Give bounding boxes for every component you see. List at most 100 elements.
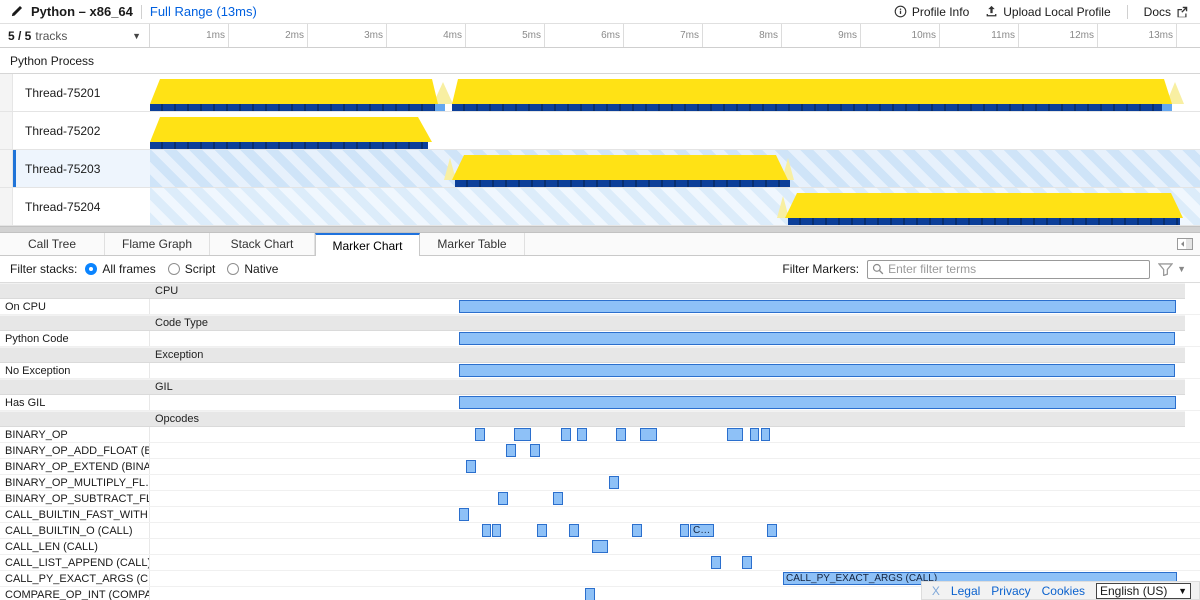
marker[interactable] xyxy=(761,428,770,441)
tab-stack-chart[interactable]: Stack Chart xyxy=(210,233,315,255)
marker[interactable] xyxy=(506,444,516,457)
radio-all-frames[interactable]: All frames xyxy=(85,262,156,276)
marker[interactable] xyxy=(514,428,531,441)
marker[interactable] xyxy=(459,396,1176,409)
marker[interactable] xyxy=(459,332,1175,345)
marker[interactable] xyxy=(577,428,587,441)
thread-activity-graph[interactable] xyxy=(150,150,1200,187)
marker-row: CALL_BUILTIN_FAST_WITH… xyxy=(0,507,1200,523)
marker-row: BINARY_OP_MULTIPLY_FL… xyxy=(0,475,1200,491)
marker-row: On CPU xyxy=(0,299,1200,315)
close-icon[interactable]: X xyxy=(931,583,940,598)
radio-native[interactable]: Native xyxy=(227,262,278,276)
marker-section-row: CPU xyxy=(0,283,1185,299)
cpu-activity-blob xyxy=(150,79,438,104)
privacy-link[interactable]: Privacy xyxy=(991,583,1031,598)
marker[interactable] xyxy=(553,492,563,505)
marker[interactable] xyxy=(750,428,759,441)
marker[interactable] xyxy=(459,300,1176,313)
panel-splitter[interactable] xyxy=(0,226,1200,233)
marker[interactable] xyxy=(592,540,608,553)
legal-link[interactable]: Legal xyxy=(950,583,981,598)
marker[interactable] xyxy=(537,524,547,537)
tab-call-tree[interactable]: Call Tree xyxy=(0,233,105,255)
marker-row-track xyxy=(150,331,1200,346)
sidebar-toggle-button[interactable] xyxy=(1170,233,1200,255)
marker-section-label: Exception xyxy=(155,349,204,361)
marker[interactable] xyxy=(569,524,579,537)
marker[interactable] xyxy=(640,428,657,441)
process-track-header[interactable]: Python Process xyxy=(0,48,1200,74)
thread-track-row[interactable]: Thread-75201 xyxy=(0,74,1200,112)
thread-activity-graph[interactable] xyxy=(150,188,1200,225)
marker-section-label: Opcodes xyxy=(155,413,200,425)
chevron-down-icon[interactable]: ▼ xyxy=(132,30,141,41)
marker[interactable] xyxy=(616,428,626,441)
docs-link[interactable]: Docs xyxy=(1144,5,1188,19)
marker-row-label: No Exception xyxy=(0,363,150,378)
marker-row-label: BINARY_OP xyxy=(0,427,150,442)
marker[interactable]: C… xyxy=(690,524,714,537)
process-indent-strip xyxy=(0,188,13,225)
marker[interactable] xyxy=(680,524,689,537)
tracks-dropdown[interactable]: 5 / 5 tracks ▼ xyxy=(0,24,150,47)
tab-marker-chart[interactable]: Marker Chart xyxy=(315,233,420,256)
marker[interactable] xyxy=(475,428,485,441)
tracks-word: tracks xyxy=(35,28,68,43)
filter-stacks-label: Filter stacks: xyxy=(10,262,78,276)
marker[interactable] xyxy=(585,588,595,600)
thread-track-row[interactable]: Thread-75203 xyxy=(0,150,1200,188)
marker[interactable] xyxy=(498,492,508,505)
search-icon xyxy=(872,263,884,275)
marker[interactable] xyxy=(459,508,469,521)
marker-row-label: CALL_LEN (CALL) xyxy=(0,539,150,554)
marker-filter-searchbox[interactable] xyxy=(867,259,1151,279)
radio-label: All frames xyxy=(102,262,156,276)
process-indent-strip xyxy=(0,112,13,149)
thread-track-row[interactable]: Thread-75202 xyxy=(0,112,1200,150)
marker[interactable] xyxy=(767,524,777,537)
funnel-filter-icon[interactable] xyxy=(1158,262,1174,276)
marker[interactable] xyxy=(711,556,721,569)
samples-bar xyxy=(150,104,435,111)
tracks-count: 5 / 5 xyxy=(8,28,32,43)
profile-info-button[interactable]: Profile Info xyxy=(894,5,969,19)
marker-row-track xyxy=(150,507,1200,522)
tab-marker-table[interactable]: Marker Table xyxy=(420,233,525,255)
marker[interactable] xyxy=(466,460,476,473)
marker-row-label: CALL_LIST_APPEND (CALL) xyxy=(0,555,150,570)
chevron-down-icon[interactable]: ▼ xyxy=(1177,264,1186,274)
marker[interactable] xyxy=(742,556,752,569)
language-select[interactable]: English (US) ▼ xyxy=(1096,582,1191,599)
cookies-link[interactable]: Cookies xyxy=(1041,583,1085,598)
cpu-activity-blob xyxy=(150,117,432,142)
marker[interactable] xyxy=(459,364,1175,377)
tab-flame-graph[interactable]: Flame Graph xyxy=(105,233,210,255)
info-icon xyxy=(894,5,907,18)
marker[interactable] xyxy=(561,428,571,441)
marker-row-label: COMPARE_OP_INT (COMPA… xyxy=(0,587,150,600)
process-label: Python Process xyxy=(10,53,95,68)
thread-track-row[interactable]: Thread-75204 xyxy=(0,188,1200,226)
marker-filter-input[interactable] xyxy=(888,262,1146,276)
samples-bar xyxy=(452,104,1162,111)
marker[interactable] xyxy=(632,524,642,537)
marker[interactable] xyxy=(530,444,540,457)
marker[interactable] xyxy=(482,524,491,537)
marker[interactable] xyxy=(727,428,743,441)
full-range-link[interactable]: Full Range (13ms) xyxy=(149,4,257,19)
upload-icon xyxy=(985,5,998,18)
ruler-tick-label: 13ms xyxy=(1098,24,1177,47)
edit-pencil-icon[interactable] xyxy=(10,5,23,18)
radio-script[interactable]: Script xyxy=(167,262,215,276)
ruler-tick-label: 3ms xyxy=(308,24,387,47)
thread-activity-graph[interactable] xyxy=(150,112,1200,149)
ruler-tick-label: 12ms xyxy=(1019,24,1098,47)
marker[interactable] xyxy=(492,524,501,537)
marker[interactable] xyxy=(609,476,619,489)
marker-row: CALL_LEN (CALL) xyxy=(0,539,1200,555)
marker-row: Has GIL xyxy=(0,395,1200,411)
upload-profile-button[interactable]: Upload Local Profile xyxy=(985,5,1111,19)
thread-activity-graph[interactable] xyxy=(150,74,1200,111)
